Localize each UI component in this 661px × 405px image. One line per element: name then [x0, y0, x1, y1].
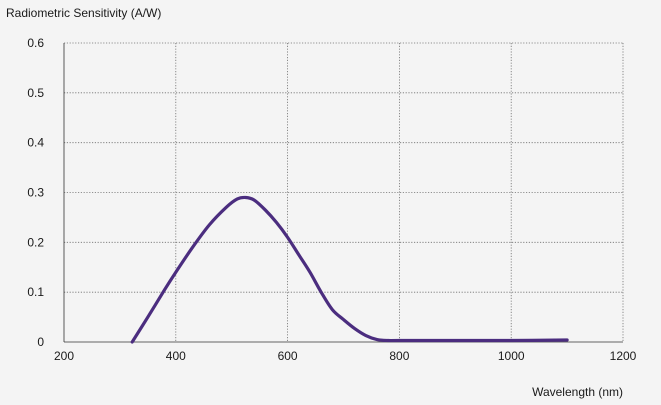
grid: [64, 42, 624, 342]
y-tick-label: 0.1: [27, 285, 44, 299]
y-axis-title: Radiometric Sensitivity (A/W): [6, 6, 161, 20]
series-layer: [130, 195, 569, 344]
x-tick-label: 1200: [610, 349, 637, 363]
axes: [63, 43, 623, 343]
x-tick-label: 200: [54, 349, 74, 363]
y-tick-label: 0.4: [27, 136, 44, 150]
x-tick-label: 400: [166, 349, 186, 363]
y-tick-label: 0.5: [27, 86, 44, 100]
y-tick-label: 0.6: [27, 36, 44, 50]
x-axis-title: Wavelength (nm): [532, 385, 623, 399]
x-tick-label: 1000: [498, 349, 525, 363]
x-tick-label: 600: [278, 349, 298, 363]
series-line: [130, 195, 569, 344]
tick-labels: 0 0.1 0.2 0.3 0.4 0.5 0.6 200 400 600 800 1000 1200: [27, 36, 636, 363]
y-tick-label: 0.3: [27, 186, 44, 200]
y-tick-label: 0: [37, 335, 44, 349]
y-tick-label: 0.2: [27, 235, 44, 249]
x-tick-label: 800: [389, 349, 409, 363]
